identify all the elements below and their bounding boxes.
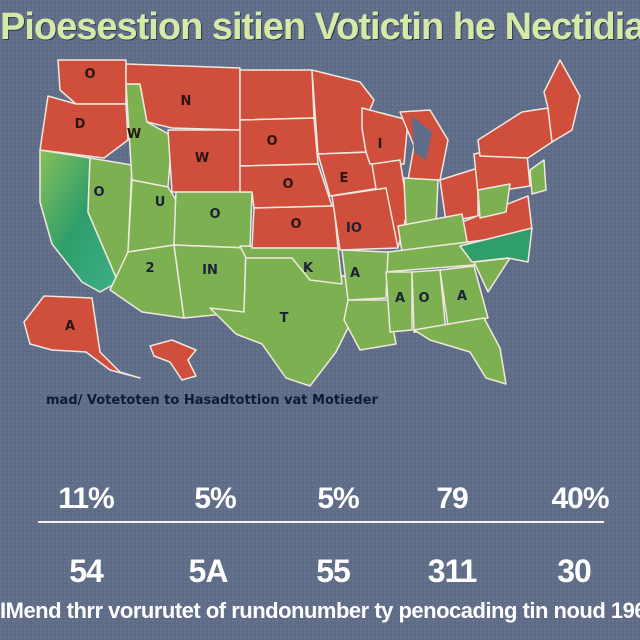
- map-label: O: [282, 177, 293, 192]
- stat-value: 30: [557, 553, 592, 589]
- state-west-virginia: [477, 183, 511, 219]
- state-kansas: [251, 205, 339, 249]
- great-lakes: [412, 116, 432, 160]
- state-arizona: [109, 244, 185, 319]
- map-label: T: [280, 311, 289, 326]
- map-label: A: [65, 319, 75, 334]
- map-caption: mad/ Votetoten to Hasadtottion vat Motie…: [46, 393, 378, 408]
- state-louisiana: [343, 299, 397, 351]
- footer-note: IMend thrr vorurutet of rundonumber ty p…: [0, 598, 640, 623]
- state-new-jersey: [529, 159, 547, 195]
- state-new-york: [477, 107, 553, 159]
- map-label: IN: [202, 263, 218, 278]
- map-label: W: [127, 127, 141, 142]
- state-new-england: [543, 59, 581, 143]
- divider: [38, 521, 604, 523]
- stat-value: 311: [427, 553, 478, 589]
- map-label: O: [290, 217, 301, 232]
- stat-value: 55: [316, 553, 351, 589]
- map-label: A: [457, 289, 467, 304]
- stats-row-bottom: 54 5A 55 311 30: [0, 553, 640, 593]
- map-label: D: [75, 117, 86, 132]
- page-title: Pioesestion sitien Votictin he Nectidian…: [0, 6, 640, 48]
- stat-value: 11%: [58, 482, 114, 515]
- map-label: O: [93, 185, 104, 200]
- map-label: K: [303, 261, 314, 276]
- map-label: W: [195, 151, 209, 166]
- state-alaska: [23, 295, 141, 379]
- state-hawaii: [149, 339, 197, 381]
- stat-value: 5%: [194, 482, 236, 515]
- map-label: I: [378, 137, 383, 152]
- stats-row-top: 11% 5% 5% 79 40%: [0, 482, 640, 522]
- state-mississippi: [385, 271, 413, 333]
- map-label: N: [181, 94, 192, 109]
- state-missouri: [331, 187, 399, 251]
- state-south-dakota: [239, 117, 319, 167]
- state-oregon: [39, 95, 129, 159]
- stat-value: 5%: [317, 482, 359, 515]
- stat-value: 40%: [551, 482, 609, 515]
- map-label: 2: [145, 261, 154, 276]
- stat-value: 79: [436, 482, 468, 515]
- map-label: O: [209, 207, 220, 222]
- us-map: O N D W W U O 2 IN O O O E K T I O IO A …: [23, 59, 581, 387]
- map-labels: O N D W W U O 2 IN O O O E K T I O IO A …: [65, 67, 467, 334]
- state-north-carolina: [459, 227, 533, 263]
- map-label: E: [340, 171, 349, 186]
- map-label: O: [418, 291, 429, 306]
- map-label: O: [84, 67, 95, 82]
- stat-value: 54: [69, 553, 104, 589]
- map-label: IO: [346, 221, 362, 236]
- state-north-dakota: [239, 69, 315, 121]
- map-label: O: [266, 134, 277, 149]
- state-florida: [413, 317, 507, 385]
- state-arkansas: [341, 249, 389, 301]
- map-label: A: [395, 291, 405, 306]
- map-label: U: [155, 195, 166, 210]
- map-label: A: [350, 266, 360, 281]
- stat-value: 5A: [188, 553, 229, 589]
- state-new-mexico: [173, 244, 247, 319]
- state-utah: [127, 179, 177, 253]
- state-georgia: [439, 265, 489, 327]
